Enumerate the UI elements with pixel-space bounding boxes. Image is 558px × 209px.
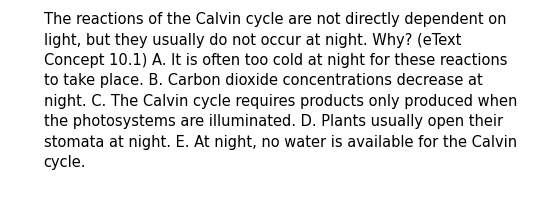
Text: The reactions of the Calvin cycle are not directly dependent on
light, but they : The reactions of the Calvin cycle are no… (44, 12, 517, 170)
